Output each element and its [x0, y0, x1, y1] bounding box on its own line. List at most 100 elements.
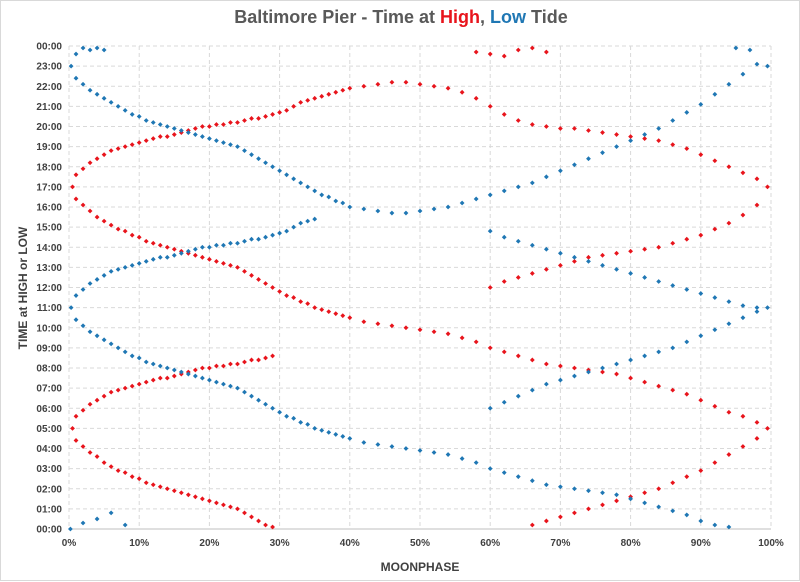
x-tick-label: 40%: [340, 538, 360, 549]
y-tick-label: 07:00: [36, 384, 62, 395]
high-tide-point: [740, 444, 746, 449]
low-tide-point: [501, 234, 507, 240]
low-tide-point: [263, 401, 268, 407]
high-tide-point: [389, 323, 395, 329]
low-tide-point: [628, 496, 633, 502]
high-tide-point: [108, 222, 114, 228]
low-tide-point: [684, 512, 690, 518]
low-tide-point: [68, 63, 74, 69]
low-tide-point: [340, 200, 346, 206]
low-tide-point: [698, 518, 704, 524]
high-tide-point: [600, 502, 605, 508]
y-tick-label: 06:00: [36, 404, 62, 415]
high-tide-point: [319, 307, 325, 313]
low-tide-point: [73, 51, 79, 57]
high-tide-point: [178, 490, 184, 496]
low-tide-point: [164, 124, 170, 129]
low-tide-point: [129, 262, 135, 268]
high-tide-point: [326, 309, 332, 315]
y-tick-label: 13:00: [36, 263, 62, 274]
high-tide-point: [136, 234, 142, 240]
high-tide-point: [235, 120, 240, 125]
high-tide-point: [94, 454, 100, 459]
low-tide-point: [572, 486, 577, 492]
high-tide-point: [726, 164, 732, 170]
chart-title: Baltimore Pier - Time at High, Low Tide: [1, 7, 800, 28]
low-tide-point: [143, 359, 149, 365]
high-tide-point: [459, 89, 465, 95]
high-tide-point: [143, 238, 149, 244]
low-tide-point: [586, 369, 591, 375]
high-tide-point: [87, 160, 93, 166]
high-tide-point: [284, 108, 290, 113]
low-tide-point: [340, 434, 346, 439]
low-tide-point: [712, 295, 718, 300]
high-tide-point: [129, 142, 135, 148]
high-tide-point: [256, 277, 261, 282]
high-tide-point: [256, 116, 261, 121]
high-tide-point: [403, 325, 409, 331]
high-tide-point: [684, 236, 690, 242]
low-tide-point: [270, 405, 275, 411]
low-tide-point: [614, 492, 619, 498]
high-tide-point: [656, 383, 662, 389]
low-tide-point: [228, 142, 233, 148]
low-tide-point: [185, 371, 191, 377]
low-tide-point: [249, 236, 254, 242]
high-tide-point: [157, 134, 163, 139]
high-tide-point: [101, 393, 107, 399]
low-tide-point: [277, 168, 282, 174]
high-tide-point: [403, 79, 409, 85]
high-tide-point: [277, 289, 282, 294]
high-tide-point: [221, 260, 226, 266]
low-tide-point: [726, 321, 732, 327]
y-tick-label: 12:00: [36, 283, 62, 294]
low-tide-point: [157, 363, 163, 369]
high-tide-point: [108, 464, 114, 470]
y-tick-label: 19:00: [36, 142, 62, 153]
low-tide-point: [305, 184, 311, 190]
high-tide-point: [628, 248, 633, 254]
high-tide-point: [73, 413, 79, 419]
low-tide-point: [558, 377, 563, 383]
low-tide-point: [319, 427, 325, 433]
high-tide-point: [94, 156, 100, 162]
low-tide-point: [87, 281, 93, 286]
x-tick-label: 90%: [691, 538, 711, 549]
high-tide-point: [445, 331, 451, 337]
high-tide-point: [614, 132, 619, 137]
high-tide-point: [698, 397, 704, 403]
low-tide-point: [656, 504, 662, 510]
low-tide-point: [150, 256, 156, 262]
low-tide-point: [129, 353, 135, 359]
y-tick-label: 01:00: [36, 504, 62, 515]
low-tide-point: [600, 150, 605, 156]
high-tide-point: [740, 212, 746, 218]
low-tide-point: [199, 134, 205, 139]
low-tide-point: [207, 136, 212, 141]
high-tide-point: [207, 256, 212, 262]
high-tide-point: [284, 293, 290, 298]
low-tide-point: [614, 266, 619, 272]
high-tide-point: [70, 184, 75, 190]
high-tide-point: [143, 138, 149, 143]
low-tide-point: [628, 357, 633, 363]
low-tide-point: [108, 99, 114, 105]
low-tide-point: [270, 232, 275, 238]
low-tide-point: [178, 369, 184, 375]
low-tide-point: [389, 210, 395, 216]
high-tide-point: [101, 152, 107, 158]
high-tide-point: [228, 262, 233, 268]
high-tide-point: [600, 369, 605, 375]
low-tide-point: [68, 305, 74, 311]
high-tide-point: [543, 49, 549, 55]
low-tide-point: [284, 413, 290, 419]
low-tide-point: [389, 444, 395, 449]
low-tide-point: [305, 421, 311, 427]
high-tide-point: [122, 385, 128, 391]
high-tide-point: [263, 522, 268, 528]
high-tide-point: [228, 120, 233, 125]
chart-title-prefix: Baltimore Pier - Time at: [234, 7, 441, 27]
low-tide-point: [136, 355, 142, 361]
